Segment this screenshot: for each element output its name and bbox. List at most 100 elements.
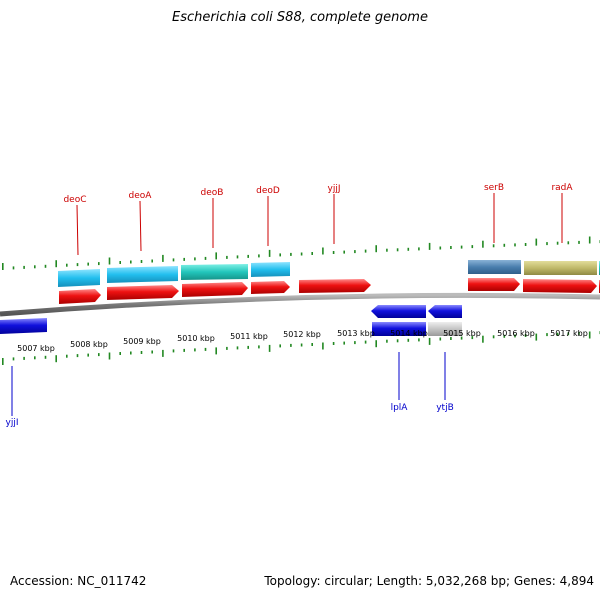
major-tick — [428, 337, 431, 345]
category-box[interactable] — [372, 322, 426, 336]
minor-tick — [194, 348, 196, 352]
category-box[interactable] — [58, 269, 100, 287]
major-tick — [482, 335, 484, 343]
minor-tick — [87, 262, 89, 266]
tick-label: 5009 kbp — [123, 337, 161, 346]
tick-label: 5015 kbp — [443, 329, 481, 338]
minor-tick — [407, 247, 410, 251]
minor-tick — [247, 254, 249, 258]
minor-tick — [151, 350, 153, 354]
minor-tick — [258, 345, 260, 349]
minor-tick — [279, 344, 281, 348]
minor-tick — [226, 346, 228, 350]
minor-tick — [332, 342, 335, 345]
minor-tick — [492, 244, 495, 248]
minor-tick — [450, 246, 452, 249]
gene-label-deoC[interactable]: deoC — [63, 195, 86, 205]
gene-arrow-yjjI[interactable] — [0, 318, 47, 334]
minor-tick — [290, 343, 292, 347]
major-tick — [215, 347, 217, 355]
major-tick — [588, 236, 591, 244]
minor-tick — [34, 265, 36, 269]
major-tick — [535, 238, 538, 246]
minor-tick — [300, 252, 303, 256]
minor-tick — [546, 242, 548, 246]
gene-label-ytjB[interactable]: ytjB — [436, 403, 454, 413]
minor-tick — [87, 353, 89, 357]
category-box[interactable] — [524, 261, 597, 275]
gene-arrow-deoD[interactable] — [251, 281, 290, 294]
minor-tick — [407, 338, 410, 342]
minor-tick — [343, 250, 345, 254]
category-box[interactable] — [468, 260, 521, 274]
tick-label: 5014 kbp — [390, 329, 428, 338]
minor-tick — [418, 247, 420, 251]
leader-line — [139, 200, 142, 252]
gene-label-lplA[interactable]: lplA — [391, 403, 409, 413]
minor-tick — [418, 338, 420, 342]
gene-arrow-lplA[interactable] — [371, 305, 426, 318]
major-tick — [322, 247, 324, 255]
minor-tick — [439, 337, 442, 341]
category-box[interactable] — [251, 262, 290, 277]
genome-stats-label: Topology: circular; Length: 5,032,268 bp… — [264, 574, 594, 588]
gene-label-serB[interactable]: serB — [484, 183, 504, 193]
minor-tick — [130, 260, 132, 264]
minor-tick — [556, 241, 559, 245]
accession-label: Accession: NC_011742 — [10, 574, 147, 588]
minor-tick — [386, 339, 388, 343]
major-tick — [162, 349, 164, 357]
major-tick — [375, 245, 377, 253]
minor-tick — [151, 259, 153, 263]
leader-line — [76, 204, 79, 256]
tick-label: 5011 kbp — [230, 332, 268, 341]
minor-tick — [279, 253, 281, 257]
gene-label-yjjJ[interactable]: yjjJ — [328, 184, 341, 194]
category-box[interactable] — [107, 266, 178, 283]
minor-tick — [567, 241, 570, 245]
gene-label-radA[interactable]: radA — [551, 183, 573, 193]
minor-tick — [172, 258, 175, 262]
genome-backbone — [0, 292, 600, 317]
minor-tick — [311, 252, 313, 255]
minor-tick — [567, 332, 570, 336]
gene-arrow-radA[interactable] — [523, 279, 597, 293]
minor-tick — [514, 243, 516, 247]
category-box[interactable] — [428, 322, 462, 336]
gene-label-yjjI[interactable]: yjjI — [6, 418, 19, 428]
minor-tick — [236, 255, 239, 259]
gene-label-deoD[interactable]: deoD — [256, 186, 280, 196]
minor-tick — [354, 341, 356, 345]
major-tick — [55, 355, 57, 363]
minor-tick — [332, 251, 335, 254]
minor-tick — [364, 249, 367, 253]
forward-strand-genes — [59, 278, 600, 304]
minor-tick — [12, 266, 15, 270]
gene-arrow-deoA[interactable] — [107, 285, 179, 300]
minor-tick — [503, 243, 506, 247]
major-tick — [535, 333, 538, 341]
major-tick — [268, 249, 271, 257]
minor-tick — [194, 257, 196, 261]
minor-tick — [66, 354, 68, 358]
minor-tick — [290, 252, 292, 256]
gene-arrow-ytjB[interactable] — [428, 305, 462, 318]
category-box[interactable] — [181, 264, 248, 280]
minor-tick — [343, 341, 345, 345]
minor-tick — [119, 352, 121, 355]
minor-tick — [524, 243, 527, 246]
gene-arrow-yjjJ[interactable] — [299, 279, 371, 293]
gene-arrow-deoC[interactable] — [59, 289, 101, 304]
minor-tick — [578, 240, 580, 244]
forward-gene-labels: deoC deoA deoB deoD yjjJ serB radA — [63, 183, 573, 256]
gene-label-deoB[interactable]: deoB — [201, 188, 224, 198]
minor-tick — [492, 335, 495, 339]
gene-label-deoA[interactable]: deoA — [129, 191, 153, 201]
gene-arrow-serB[interactable] — [468, 278, 520, 291]
major-tick — [322, 342, 324, 350]
major-tick — [162, 254, 164, 262]
outer-tick-marks — [2, 236, 600, 270]
kbp-tick-labels: 5007 kbp 5008 kbp 5009 kbp 5010 kbp 5011… — [17, 329, 588, 353]
gene-arrow-deoB[interactable] — [182, 282, 248, 297]
